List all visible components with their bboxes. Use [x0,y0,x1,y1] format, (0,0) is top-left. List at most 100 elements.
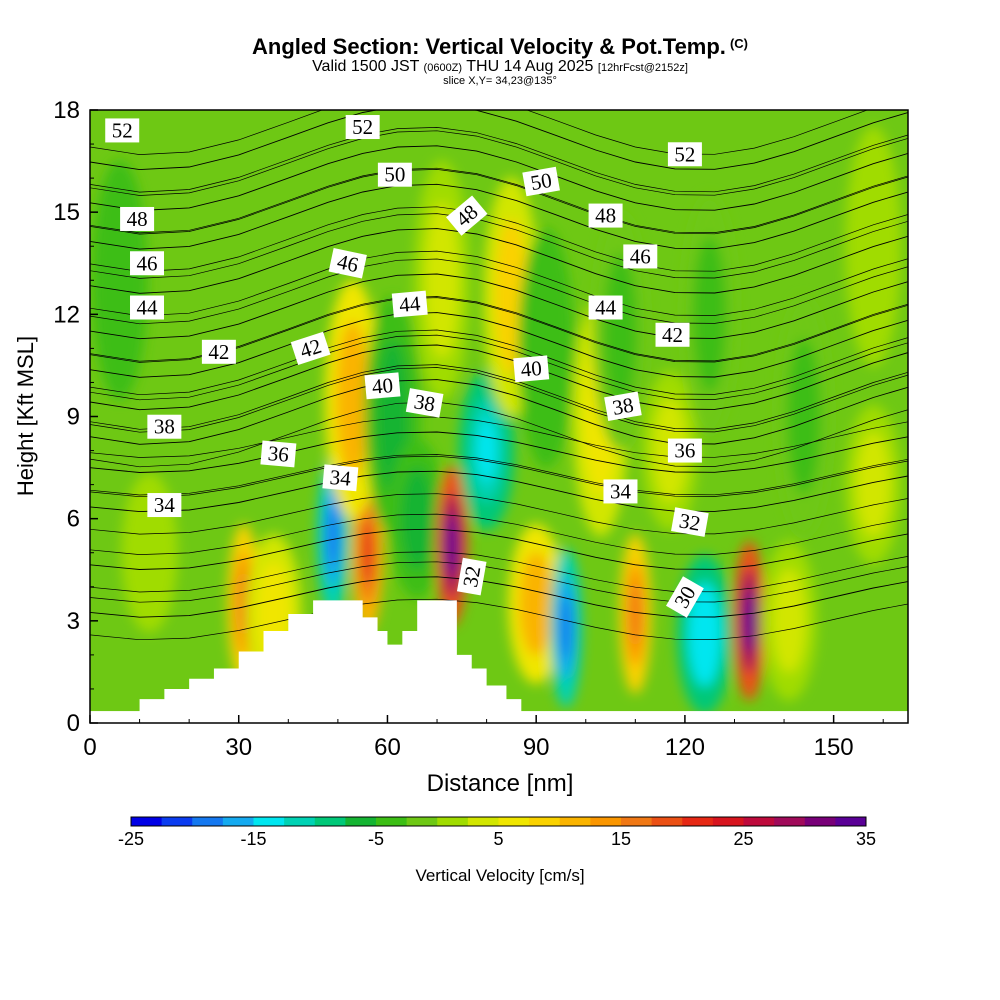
valid-time: Valid 1500 JST [312,58,420,75]
velocity-feature-core [526,571,546,636]
isentrope-minor [90,561,908,603]
velocity-feature-core [109,232,130,329]
isentrope-minor [90,130,908,196]
x-tick-label: 30 [225,734,252,761]
y-tick-label: 15 [53,199,80,226]
isentrope-minor [90,551,908,593]
isentrope-52 [90,110,908,171]
isentrope-label-text: 48 [595,204,616,228]
colorbar-tick-label: -5 [368,829,384,849]
isentrope-label-text: 38 [412,389,437,416]
isentrope-minor [90,213,908,279]
isentrope-label-bg [290,331,331,366]
isentrope-label-text: 44 [595,296,617,320]
isentrope-label-text: 50 [384,163,405,187]
isentrope-label-bg [364,372,401,400]
colorbar-swatch [651,817,683,826]
velocity-feature-core [779,588,799,653]
colorbar-tick-label: 5 [493,829,503,849]
isentrope-label: 46 [623,244,658,269]
x-tick-label: 120 [665,734,705,761]
isentrope-label-text: 46 [630,244,651,268]
isentrope-minor [90,401,908,468]
isentrope-minor [90,110,869,155]
isentrope-label-bg [105,118,140,143]
velocity-feature-core [863,452,884,517]
colorbar-tick-label: -25 [118,829,144,849]
isentrope-label: 40 [513,355,550,383]
isentrope-minor [90,367,908,433]
chart-title: Angled Section: Vertical Velocity & Pot.… [0,36,1000,58]
velocity-feature-core [342,351,363,448]
isentrope-36 [90,431,908,473]
velocity-feature-core [407,486,428,551]
isentrope-label-bg [667,142,702,167]
isentrope-label-text: 34 [154,493,176,517]
velocity-feature-core [432,232,452,329]
isentrope-label: 34 [147,493,182,518]
colorbar-swatch [743,817,775,826]
velocity-feature-core [446,513,458,578]
slice-info: slice X,Y= 34,23@135° [443,75,557,87]
x-tick-label: 0 [83,734,96,761]
y-axis: 0 3 6 9 12 15 18 [53,97,98,737]
isentrope-50 [90,145,908,211]
x-tick-label: 150 [814,734,854,761]
isentrope-label-text: 36 [267,441,290,467]
y-tick-label: 6 [67,506,80,533]
colorbar-swatch [529,817,561,826]
colorbar-swatch [161,817,193,826]
isentrope-label: 52 [105,118,140,143]
y-tick-label: 3 [67,608,80,635]
valid-date: THU 14 Aug 2025 [466,58,594,75]
isentrope-46 [90,228,908,294]
colorbar-tick-label: 25 [733,829,753,849]
isentrope-label-text: 32 [677,508,702,535]
isentrope-label-bg [328,247,367,279]
isentrope-label-text: 48 [127,207,148,231]
isentrope-label-text: 50 [529,168,554,195]
colorbar-swatch [467,817,500,826]
isentrope-minor [90,416,908,458]
terrain-profile [139,600,532,723]
colorbar-swatch [559,817,591,826]
isentrope-label: 40 [364,372,401,400]
isentrope-minor [90,296,908,362]
colorbar-swatch [222,817,255,826]
colorbar-swatch [590,817,622,826]
isentrope-label-bg [655,322,690,347]
velocity-feature-core [139,520,160,585]
isentrope-label: 38 [604,391,642,422]
x-axis-label: Distance [nm] [427,770,574,797]
chart-title-block: Angled Section: Vertical Velocity & Pot.… [0,36,1000,87]
isentrope-label: 42 [201,339,236,364]
velocity-feature-core [536,300,556,397]
isentrope-label-bg [322,464,359,492]
x-axis: 0 30 60 90 120 150 [83,715,884,761]
ground-strip [90,711,908,723]
colorbar-swatch [835,817,867,826]
isentrope-minor [90,250,908,317]
terrain [90,600,908,723]
unit-mark: (C) [729,36,748,51]
isentrope-label-text: 42 [208,340,229,364]
isentrope-label-bg [260,440,297,468]
isentrope-label: 32 [671,507,709,537]
isentrope-label-text: 38 [154,415,175,439]
isentrope-minor [90,454,908,496]
isentrope-label: 38 [147,414,182,439]
isentrope-label-text: 52 [352,115,373,139]
isentrope-label: 46 [328,247,367,279]
isentrope-label-text: 38 [611,393,636,420]
isentrope-minor [90,297,908,363]
isentrope-minor [90,167,908,234]
isentrope-minor [90,169,908,235]
colorbar: -25 -15 -5 5 15 25 35 [118,816,876,849]
isentrope-label-bg [588,295,623,320]
isentrope-label: 46 [130,251,165,276]
colorbar-tick-label: -15 [240,829,266,849]
y-tick-label: 0 [67,710,80,737]
